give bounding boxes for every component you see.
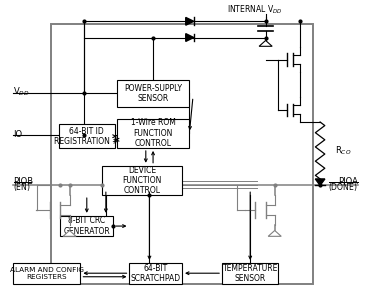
Polygon shape (268, 231, 281, 236)
FancyBboxPatch shape (102, 166, 182, 195)
Text: 1-Wire ROM
FUNCTION
CONTROL: 1-Wire ROM FUNCTION CONTROL (131, 118, 176, 148)
Text: IO: IO (13, 130, 22, 139)
Polygon shape (186, 17, 194, 25)
FancyBboxPatch shape (60, 216, 113, 237)
Text: POWER-SUPPLY
SENSOR: POWER-SUPPLY SENSOR (124, 84, 182, 103)
FancyBboxPatch shape (222, 263, 278, 284)
Text: 8-BIT CRC
GENERATOR: 8-BIT CRC GENERATOR (63, 216, 110, 236)
Text: $\overline{\rm (EN)}$: $\overline{\rm (EN)}$ (13, 181, 32, 194)
Text: $\overline{\rm (DONE)}$: $\overline{\rm (DONE)}$ (328, 181, 358, 194)
Text: PIOA: PIOA (338, 177, 358, 186)
Text: INTERNAL V$_{DD}$: INTERNAL V$_{DD}$ (227, 3, 283, 16)
Polygon shape (63, 231, 76, 236)
Polygon shape (186, 34, 194, 41)
Text: 64-BIT
SCRATCHPAD: 64-BIT SCRATCHPAD (131, 263, 181, 283)
Polygon shape (315, 179, 325, 185)
Text: V$_{DD}$: V$_{DD}$ (13, 86, 30, 98)
Text: DEVICE
FUNCTION
CONTROL: DEVICE FUNCTION CONTROL (123, 165, 162, 195)
FancyBboxPatch shape (130, 263, 182, 284)
Text: ALARM AND CONFIG
REGISTERS: ALARM AND CONFIG REGISTERS (10, 267, 84, 280)
FancyBboxPatch shape (117, 118, 190, 148)
Text: TEMPERATURE
SENSOR: TEMPERATURE SENSOR (223, 263, 278, 283)
Text: 64-BIT ID
REGISTRATION #: 64-BIT ID REGISTRATION # (54, 126, 119, 146)
FancyBboxPatch shape (13, 263, 81, 284)
Text: R$_{CO}$: R$_{CO}$ (335, 144, 351, 157)
FancyBboxPatch shape (59, 124, 115, 148)
Polygon shape (259, 41, 272, 46)
Text: PIOB: PIOB (13, 177, 33, 186)
FancyBboxPatch shape (52, 24, 313, 284)
FancyBboxPatch shape (117, 80, 190, 107)
